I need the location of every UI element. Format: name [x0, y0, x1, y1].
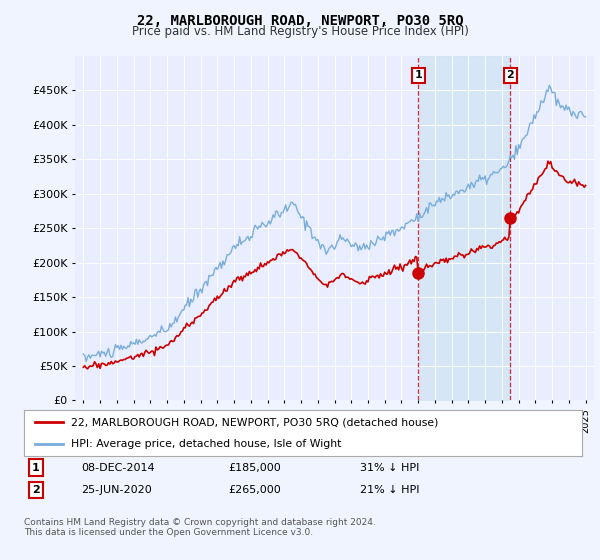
Text: 22, MARLBOROUGH ROAD, NEWPORT, PO30 5RQ (detached house): 22, MARLBOROUGH ROAD, NEWPORT, PO30 5RQ … [71, 417, 439, 427]
Text: 2: 2 [506, 71, 514, 80]
Text: Price paid vs. HM Land Registry's House Price Index (HPI): Price paid vs. HM Land Registry's House … [131, 25, 469, 38]
Text: 1: 1 [415, 71, 422, 80]
Text: 08-DEC-2014: 08-DEC-2014 [81, 463, 155, 473]
Text: £265,000: £265,000 [228, 485, 281, 495]
Text: 2: 2 [32, 485, 40, 495]
Text: £185,000: £185,000 [228, 463, 281, 473]
Text: 1: 1 [32, 463, 40, 473]
Text: Contains HM Land Registry data © Crown copyright and database right 2024.
This d: Contains HM Land Registry data © Crown c… [24, 518, 376, 538]
Text: 21% ↓ HPI: 21% ↓ HPI [360, 485, 419, 495]
Text: 31% ↓ HPI: 31% ↓ HPI [360, 463, 419, 473]
Text: 22, MARLBOROUGH ROAD, NEWPORT, PO30 5RQ: 22, MARLBOROUGH ROAD, NEWPORT, PO30 5RQ [137, 14, 463, 28]
Text: HPI: Average price, detached house, Isle of Wight: HPI: Average price, detached house, Isle… [71, 439, 342, 449]
Text: 25-JUN-2020: 25-JUN-2020 [81, 485, 152, 495]
